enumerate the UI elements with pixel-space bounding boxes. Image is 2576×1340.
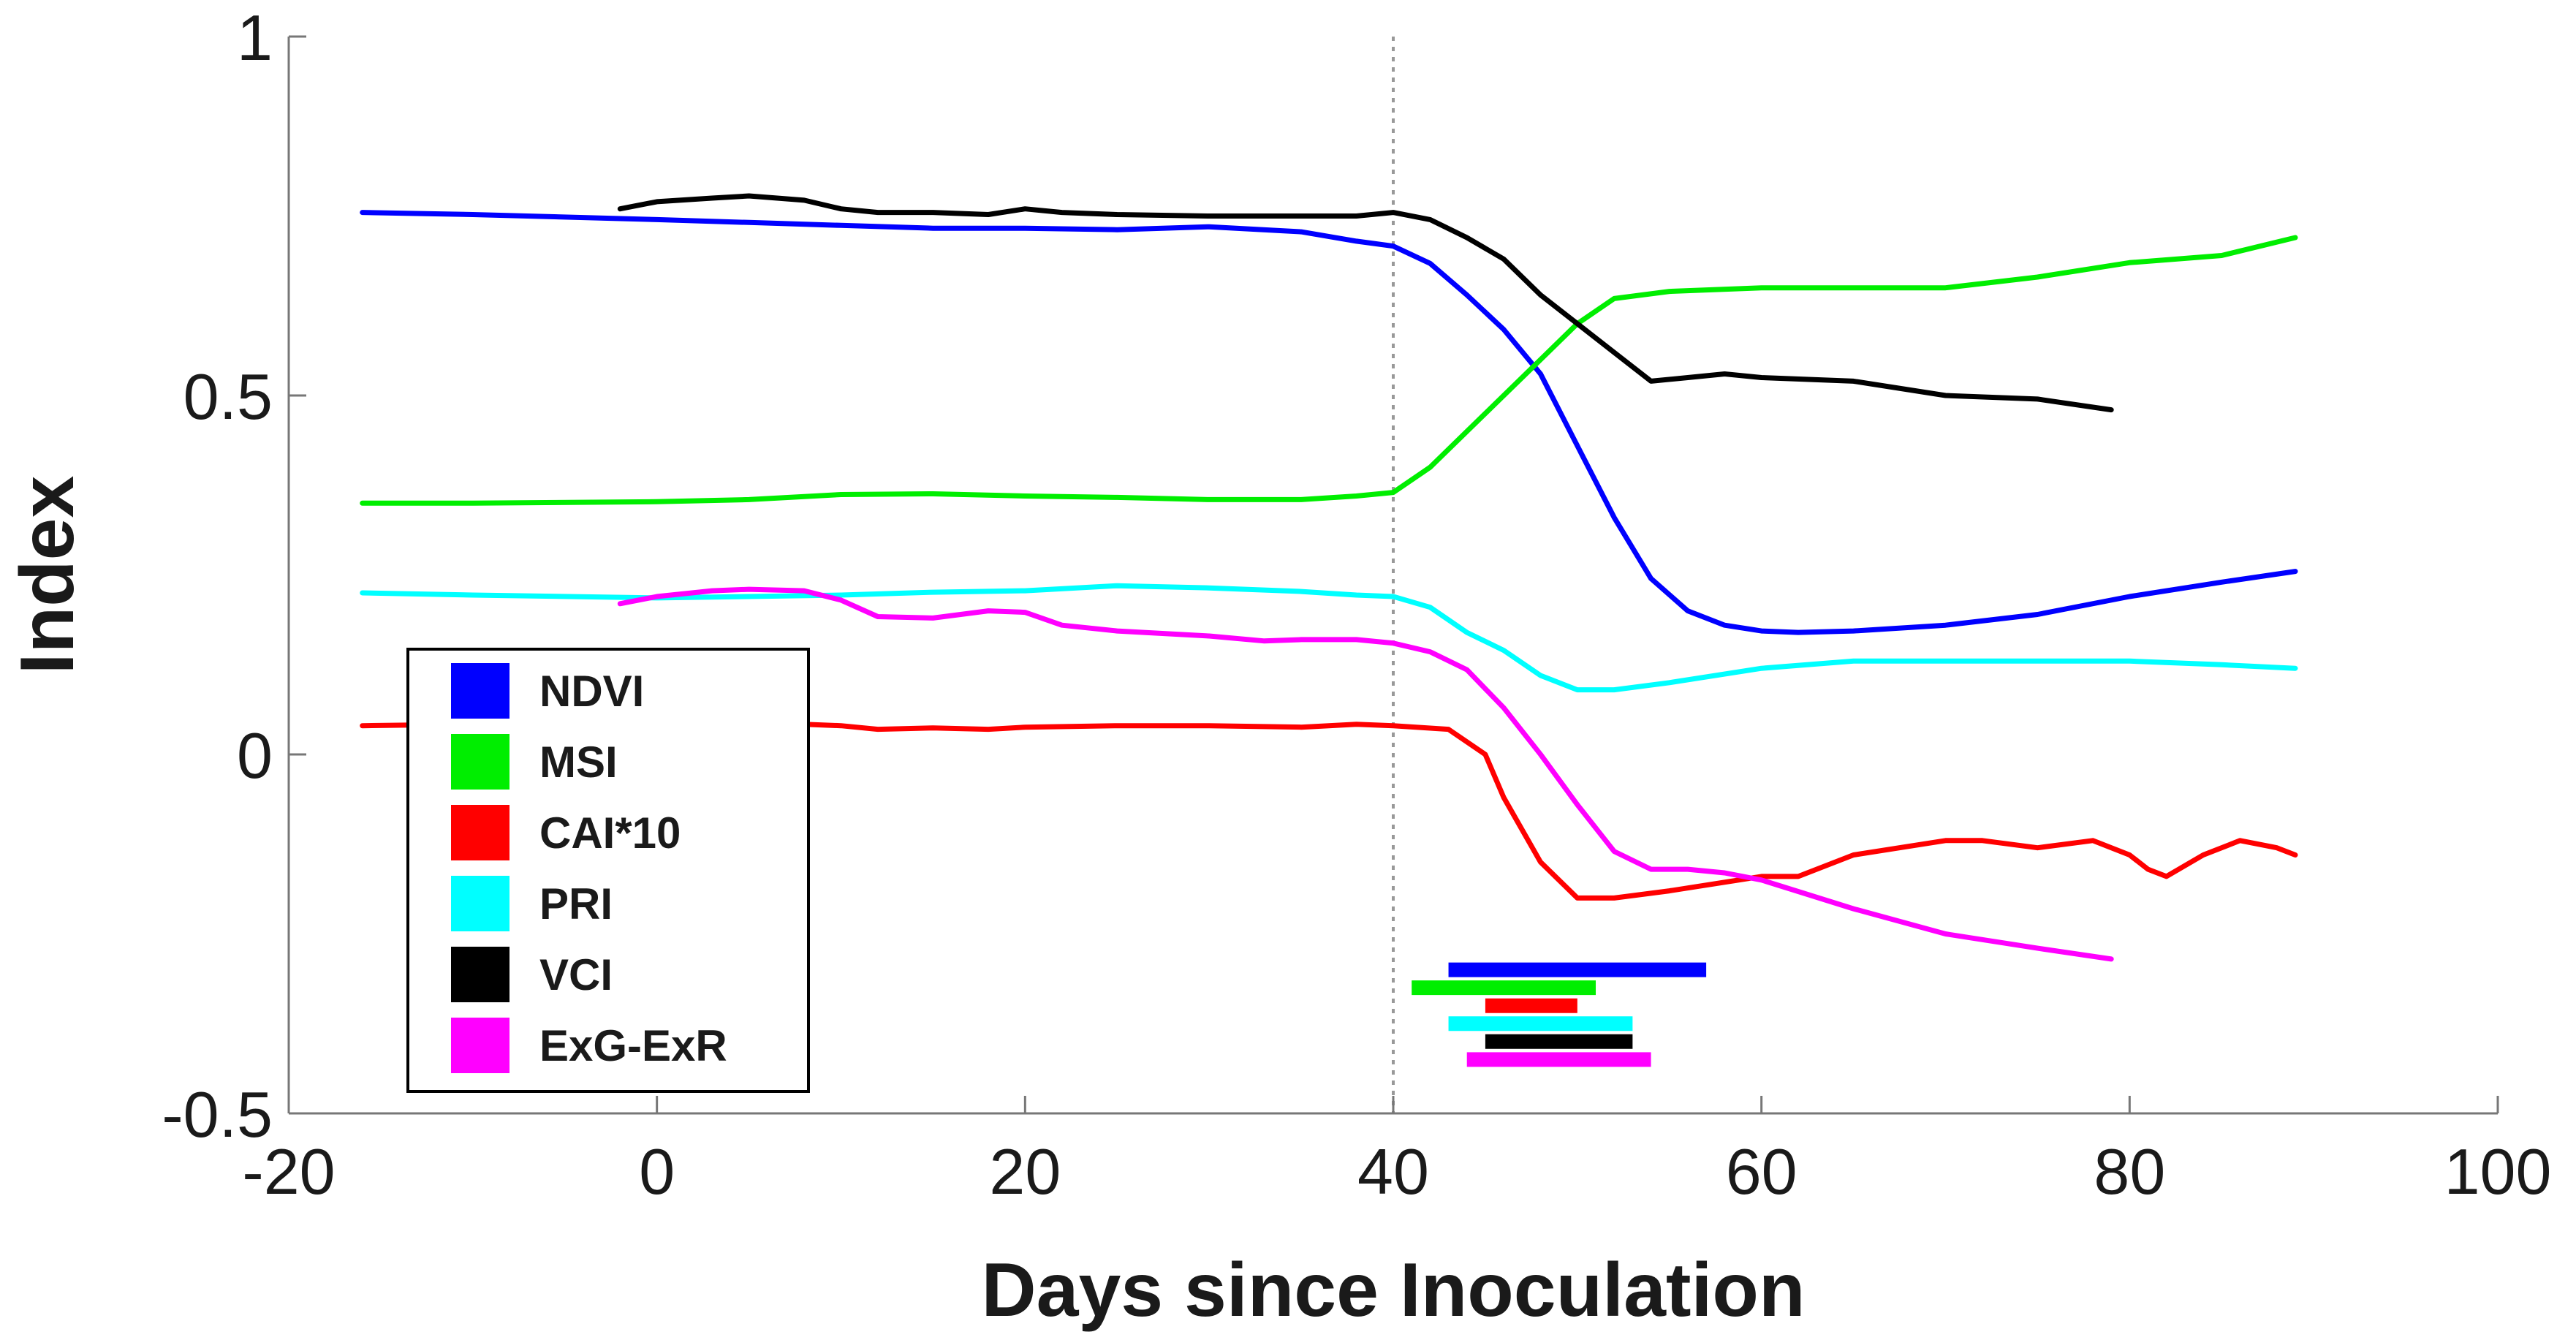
series-line-exg-exr: [617, 586, 2114, 962]
legend-swatch-ndvi: [451, 663, 509, 719]
y-tick-label: 0: [237, 719, 273, 792]
y-tick-label: -0.5: [162, 1078, 273, 1151]
legend-swatch-msi: [451, 734, 509, 790]
legend-swatch-exg-exr: [451, 1018, 509, 1073]
axes: -20 0 20 40 60 80 100 -0.5 0 0.5 1: [162, 1, 2551, 1208]
legend: NDVI MSI CAI*10 PRI VCI ExG-ExR: [406, 648, 810, 1093]
legend-label-pri: PRI: [539, 879, 613, 928]
series-line-pri: [360, 583, 2298, 693]
series-line-msi: [360, 235, 2298, 506]
x-tick-label: 40: [1357, 1135, 1429, 1208]
legend-swatch-vci: [451, 947, 509, 1002]
x-tick-label: 0: [639, 1135, 675, 1208]
legend-label-msi: MSI: [539, 738, 618, 787]
legend-label-ndvi: NDVI: [539, 667, 644, 716]
y-axis-title: Index: [5, 476, 90, 675]
y-tick-label: 1: [237, 1, 273, 74]
legend-swatch-pri: [451, 876, 509, 931]
legend-label-exg-exr: ExG-ExR: [539, 1021, 727, 1070]
legend-label-cai-10: CAI*10: [539, 809, 681, 858]
x-tick-label: 20: [989, 1135, 1061, 1208]
x-tick-label: 60: [1726, 1135, 1797, 1208]
series-line-vci: [617, 193, 2114, 413]
legend-swatch-cai-10: [451, 805, 509, 860]
x-axis-title: Days since Inoculation: [982, 1248, 1806, 1333]
series-line-ndvi: [360, 210, 2298, 635]
legend-label-vci: VCI: [539, 950, 613, 999]
x-tick-label: 80: [2094, 1135, 2165, 1208]
y-tick-label: 0.5: [183, 360, 273, 433]
x-tick-label: 100: [2444, 1135, 2552, 1208]
x-tick-label: -20: [242, 1135, 335, 1208]
plot-area: [360, 37, 2298, 1113]
series-line-cai-10: [360, 719, 2298, 901]
